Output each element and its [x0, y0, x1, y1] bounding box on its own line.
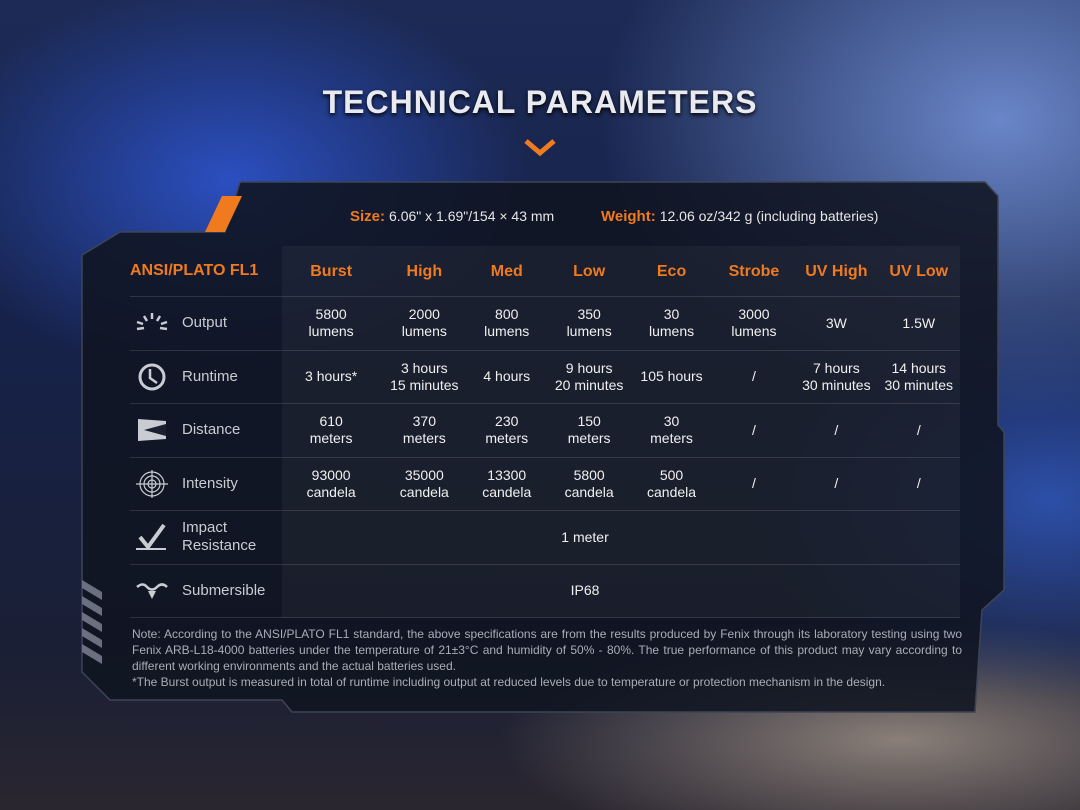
- row-label-text: Intensity: [182, 474, 238, 492]
- size-label: Size:: [350, 208, 386, 225]
- value-cell: 350 lumens: [566, 306, 612, 340]
- value-cell: 230 meters: [485, 413, 529, 447]
- row-label-text: Output: [182, 314, 228, 332]
- merged-value: 1 meter: [561, 528, 609, 545]
- size-spec: Size: 6.06" x 1.69"/154 × 43 mm: [350, 208, 554, 225]
- beam-distance-icon: [138, 419, 166, 442]
- size-value: 6.06" x 1.69"/154 × 43 mm: [389, 208, 555, 224]
- weight-label: Weight:: [601, 208, 656, 225]
- table-row-runtime: Runtime 3 hours* 3 hours 15 minutes 4 hours…: [130, 351, 960, 404]
- value-cell: 14 hours 30 minutes: [884, 359, 953, 393]
- table-row-impact: Impact Resistance 1 meter: [130, 511, 960, 565]
- weight-spec: Weight: 12.06 oz/342 g (including batteri…: [601, 208, 878, 225]
- value-cell: 5800 candela: [564, 466, 614, 500]
- value-cell: 93000 candela: [306, 466, 356, 500]
- mode-header-uv-low: UV Low: [889, 262, 949, 280]
- value-cell: /: [752, 421, 756, 438]
- mode-header-strobe: Strobe: [728, 262, 780, 280]
- row-label-text: Submersible: [182, 581, 266, 599]
- value-cell: 30 meters: [650, 413, 693, 447]
- impact-icon: [136, 524, 166, 551]
- table-row-intensity: Intensity 93000 candela 35000 candela 13300…: [130, 458, 960, 511]
- value-cell: 4 hours: [483, 368, 531, 385]
- page-title: TECHNICAL PARAMETERS: [322, 84, 758, 120]
- row-label: Output: [130, 309, 279, 337]
- row-label: Submersible: [130, 577, 282, 605]
- value-cell: 3000 lumens: [731, 306, 777, 340]
- output-burst-icon: [136, 313, 168, 331]
- value-cell: 3W: [825, 314, 847, 331]
- value-cell: /: [916, 475, 921, 492]
- value-cell: /: [834, 421, 839, 438]
- row-label: Intensity: [130, 469, 279, 498]
- row-label: Distance: [130, 416, 279, 444]
- values-background: [282, 246, 960, 618]
- value-cell: 800 lumens: [484, 306, 530, 340]
- value-cell: 610 meters: [309, 413, 353, 447]
- chevron-down-icon: [524, 139, 556, 157]
- row-label-text: Runtime: [182, 367, 238, 385]
- value-cell: 1.5W: [902, 314, 936, 331]
- value-cell: 35000 candela: [399, 466, 449, 500]
- mode-header-eco: Eco: [656, 262, 687, 280]
- weight-value: 12.06 oz/342 g (including batteries): [659, 208, 879, 224]
- value-cell: /: [752, 368, 756, 385]
- value-cell: 2000 lumens: [401, 306, 447, 340]
- mode-header-burst: Burst: [310, 262, 353, 280]
- value-cell: 9 hours 20 minutes: [554, 359, 624, 393]
- table-row-distance: Distance 610 meters 370 meters 230 meters 15…: [130, 404, 960, 458]
- mode-header-high: High: [406, 262, 443, 280]
- value-cell: 105 hours: [640, 368, 703, 385]
- row-label: Impact Resistance: [130, 519, 282, 555]
- row-label-text: Distance: [182, 421, 241, 439]
- orange-accent: [205, 196, 242, 232]
- value-cell: 3 hours 15 minutes: [390, 359, 459, 393]
- table-header-standard: ANSI/PLATO FL1: [130, 262, 259, 279]
- value-cell: 30 lumens: [648, 306, 695, 340]
- row-label-text: Impact Resistance: [182, 519, 257, 555]
- note-text: Note: According to the ANSI/PLATO FL1 st…: [132, 627, 962, 673]
- merged-value: IP68: [570, 582, 600, 599]
- clock-icon: [138, 363, 166, 391]
- value-cell: /: [834, 475, 839, 492]
- value-cell: 13300 candela: [482, 466, 532, 500]
- mode-header-med: Med: [490, 262, 523, 280]
- burst-footnote: *The Burst output is measured in total o…: [132, 675, 886, 689]
- value-cell: 370 meters: [402, 413, 446, 447]
- table-header-row: ANSI/PLATO FL1 Burst High Med Low Eco Strobe UV…: [130, 246, 960, 297]
- value-cell: 3 hours*: [305, 368, 358, 385]
- side-stripes: [82, 580, 102, 664]
- value-cell: 5800 lumens: [308, 306, 354, 340]
- table-row-submersible: Submersible IP68: [130, 565, 960, 618]
- value-cell: /: [916, 421, 921, 438]
- target-intensity-icon: [136, 469, 168, 498]
- water-icon: [136, 583, 168, 599]
- spec-table: ANSI/PLATO FL1 Burst High Med Low Eco Strobe UV…: [130, 246, 960, 618]
- mode-header-low: Low: [573, 262, 606, 280]
- notes: Note: According to the ANSI/PLATO FL1 st…: [132, 626, 962, 690]
- value-cell: 150 meters: [567, 413, 611, 447]
- row-label: Runtime: [130, 363, 279, 391]
- table-row-output: Output 5800 lumens 2000 lumens 800 lumens 35…: [130, 297, 960, 351]
- value-cell: 500 candela: [647, 466, 697, 500]
- value-cell: 7 hours 30 minutes: [802, 359, 871, 393]
- value-cell: /: [752, 475, 756, 492]
- mode-header-uv-high: UV High: [805, 262, 868, 280]
